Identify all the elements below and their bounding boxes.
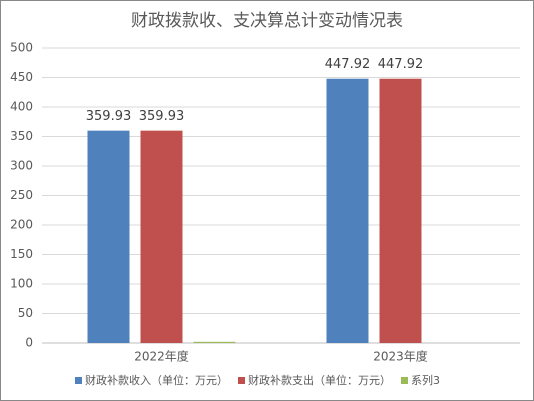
data-label: 447.92 <box>325 57 371 72</box>
chart-title: 财政拨款收、支决算总计变动情况表 <box>131 11 403 31</box>
bar <box>326 78 369 343</box>
y-tick-label: 400 <box>10 100 33 114</box>
y-tick-label: 50 <box>18 306 33 320</box>
legend-label: 系列3 <box>411 373 440 387</box>
x-tick-label: 2022年度 <box>134 349 189 364</box>
data-label: 359.93 <box>139 109 185 124</box>
y-tick-label: 300 <box>10 159 33 173</box>
y-tick-label: 250 <box>10 188 33 202</box>
legend-swatch <box>401 377 408 384</box>
y-tick-label: 350 <box>10 129 33 143</box>
bar <box>193 341 236 343</box>
y-tick-label: 450 <box>10 70 33 84</box>
legend-label: 财政补款收入（单位：万元） <box>85 373 228 387</box>
bar <box>140 130 183 343</box>
bar <box>87 130 130 343</box>
x-tick-label: 2023年度 <box>373 349 428 364</box>
legend-label: 财政补款支出（单位：万元） <box>248 373 391 387</box>
y-tick-label: 150 <box>10 247 33 261</box>
y-tick-label: 500 <box>10 41 33 55</box>
bar <box>379 78 422 343</box>
y-tick-label: 100 <box>10 277 33 291</box>
y-tick-label: 0 <box>25 336 33 350</box>
data-label: 447.92 <box>378 57 424 72</box>
legend-swatch <box>75 377 82 384</box>
y-tick-label: 200 <box>10 218 33 232</box>
legend-swatch <box>238 377 245 384</box>
data-label: 359.93 <box>86 109 132 124</box>
